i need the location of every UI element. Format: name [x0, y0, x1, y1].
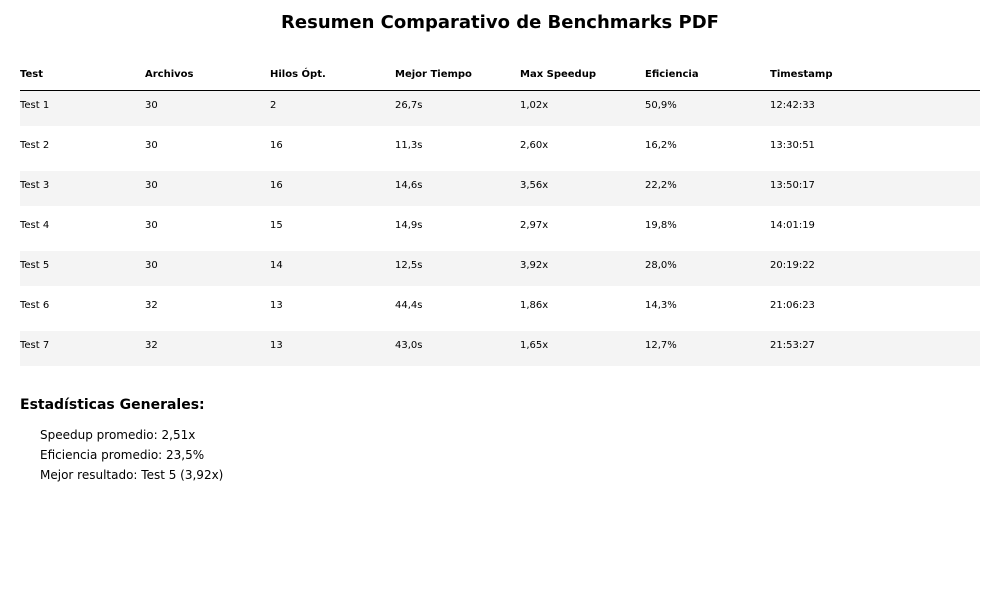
- table-cell: 30: [145, 220, 158, 231]
- column-header: Archivos: [145, 69, 194, 80]
- table-cell: 2,97x: [520, 220, 549, 231]
- table-row: Test 3 30 16 14,6s 3,56x 22,2% 13:50:17: [20, 171, 980, 211]
- table-row: Test 6 32 13 44,4s 1,86x 14,3% 21:06:23: [20, 291, 980, 331]
- table-cell: 14:01:19: [770, 220, 815, 231]
- table-cell: 30: [145, 180, 158, 191]
- column-header: Max Speedup: [520, 69, 596, 80]
- table-cell: 12:42:33: [770, 100, 815, 111]
- table-cell: 1,02x: [520, 100, 549, 111]
- table-cell: 50,9%: [645, 100, 677, 111]
- table-row: Test 4 30 15 14,9s 2,97x 19,8% 14:01:19: [20, 211, 980, 251]
- table-row: Test 1 30 2 26,7s 1,02x 50,9% 12:42:33: [20, 91, 980, 131]
- table-cell: Test 6: [20, 300, 50, 311]
- table-row: Test 5 30 14 12,5s 3,92x 28,0% 20:19:22: [20, 251, 980, 291]
- table-cell: Test 1: [20, 100, 50, 111]
- column-header: Timestamp: [770, 69, 833, 80]
- table-cell: 21:06:23: [770, 300, 815, 311]
- row-background: [20, 91, 980, 126]
- table-cell: 14,3%: [645, 300, 677, 311]
- table-cell: 2,60x: [520, 140, 549, 151]
- table-cell: 14,9s: [395, 220, 423, 231]
- row-background: [20, 251, 980, 286]
- row-background: [20, 331, 980, 366]
- column-header: Test: [20, 69, 44, 80]
- table-cell: 13:30:51: [770, 140, 815, 151]
- table-cell: 30: [145, 140, 158, 151]
- table-cell: 30: [145, 100, 158, 111]
- table-cell: 14,6s: [395, 180, 423, 191]
- table-cell: 22,2%: [645, 180, 677, 191]
- table-cell: 2: [270, 100, 277, 111]
- table-row: Test 2 30 16 11,3s 2,60x 16,2% 13:30:51: [20, 131, 980, 171]
- table-cell: 13:50:17: [770, 180, 815, 191]
- table-body: Test 1 30 2 26,7s 1,02x 50,9% 12:42:33 Test 2 30…: [20, 91, 980, 371]
- stats-list: Speedup promedio: 2,51x Eficiencia promed…: [40, 425, 223, 485]
- table-cell: 16: [270, 180, 283, 191]
- table-cell: 3,56x: [520, 180, 549, 191]
- table-cell: 13: [270, 340, 283, 351]
- table-cell: 26,7s: [395, 100, 423, 111]
- column-header: Mejor Tiempo: [395, 69, 472, 80]
- table-cell: 30: [145, 260, 158, 271]
- table-cell: 44,4s: [395, 300, 423, 311]
- table-cell: 13: [270, 300, 283, 311]
- row-background: [20, 171, 980, 206]
- table-cell: 21:53:27: [770, 340, 815, 351]
- stat-line: Speedup promedio: 2,51x: [40, 428, 196, 442]
- table-cell: Test 5: [20, 260, 50, 271]
- row-background: [20, 291, 980, 326]
- table-cell: Test 7: [20, 340, 50, 351]
- row-background: [20, 211, 980, 246]
- table-cell: 1,86x: [520, 300, 549, 311]
- stats-heading: Estadísticas Generales:: [20, 397, 205, 413]
- table-cell: Test 2: [20, 140, 50, 151]
- table-cell: 19,8%: [645, 220, 677, 231]
- table-cell: 14: [270, 260, 283, 271]
- table-cell: 12,5s: [395, 260, 423, 271]
- page-title: Resumen Comparativo de Benchmarks PDF: [281, 12, 719, 33]
- table-cell: 20:19:22: [770, 260, 815, 271]
- table-cell: Test 3: [20, 180, 50, 191]
- table-cell: 28,0%: [645, 260, 677, 271]
- column-header: Hilos Ópt.: [270, 69, 326, 80]
- stat-line: Eficiencia promedio: 23,5%: [40, 448, 205, 462]
- column-header: Eficiencia: [645, 69, 699, 80]
- benchmark-table: Test Archivos Hilos Ópt. Mejor Tiempo Max Sp…: [20, 60, 980, 371]
- table-cell: 43,0s: [395, 340, 423, 351]
- table-cell: 15: [270, 220, 283, 231]
- table-row: Test 7 32 13 43,0s 1,65x 12,7% 21:53:27: [20, 331, 980, 371]
- table-cell: 16,2%: [645, 140, 677, 151]
- table-cell: 12,7%: [645, 340, 677, 351]
- table-header-row: Test Archivos Hilos Ópt. Mejor Tiempo Max Sp…: [20, 60, 980, 91]
- table-cell: 1,65x: [520, 340, 549, 351]
- table-cell: 16: [270, 140, 283, 151]
- table-cell: 3,92x: [520, 260, 549, 271]
- stat-line: Mejor resultado: Test 5 (3,92x): [40, 468, 224, 482]
- table-cell: 11,3s: [395, 140, 423, 151]
- table-cell: Test 4: [20, 220, 50, 231]
- table-cell: 32: [145, 300, 158, 311]
- table-cell: 32: [145, 340, 158, 351]
- row-background: [20, 131, 980, 166]
